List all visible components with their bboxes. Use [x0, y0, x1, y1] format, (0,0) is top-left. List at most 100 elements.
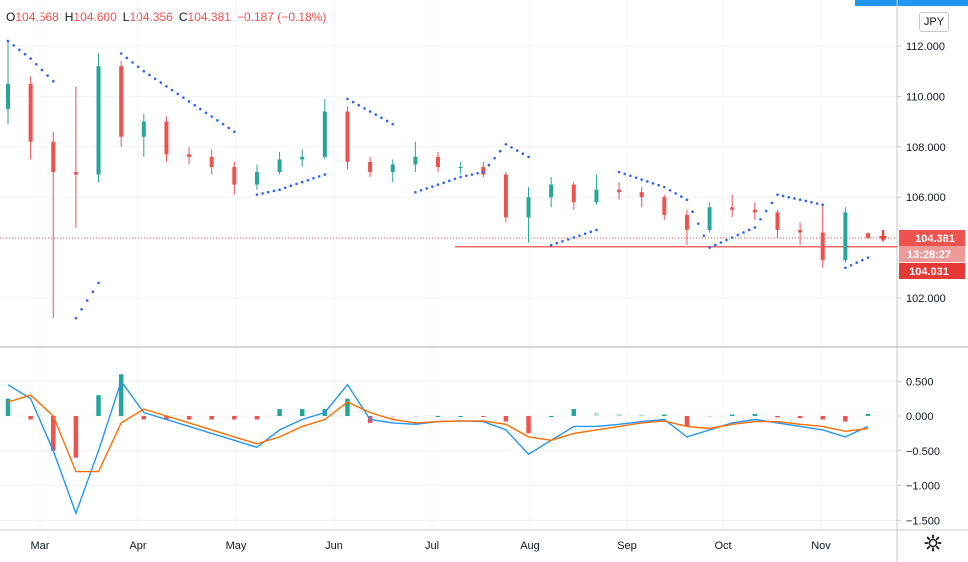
sar-dot — [713, 243, 717, 247]
sar-dot — [753, 226, 757, 229]
sar-dot — [221, 122, 225, 126]
sar-dot — [29, 57, 32, 60]
price-tick-label: 106.000 — [906, 192, 946, 204]
month-label: Aug — [520, 540, 540, 552]
sar-dot — [419, 188, 423, 192]
macd-histogram-bar — [639, 414, 644, 416]
sar-dot — [663, 185, 666, 189]
last-price-marker-label: 104.381 — [915, 233, 955, 245]
sar-dot — [453, 177, 457, 181]
sar-dot — [272, 189, 276, 193]
sar-dot — [674, 192, 677, 195]
gear-icon[interactable] — [924, 534, 942, 552]
sar-dot — [233, 130, 236, 133]
month-label: Mar — [31, 540, 50, 552]
sar-dot — [193, 103, 197, 107]
sar-dot — [204, 111, 208, 115]
ohlc-legend: O104.568 H104.600 L104.356 C104.381 −0.187 (… — [6, 10, 332, 24]
candle-body — [322, 111, 327, 157]
macd-histogram-bar — [548, 416, 554, 417]
candle-body — [277, 159, 282, 172]
sar-dot — [634, 176, 638, 179]
sar-dot — [18, 48, 21, 52]
sar-dot — [725, 238, 728, 242]
sar-dot — [668, 188, 672, 192]
candle-body — [28, 83, 33, 142]
sar-dot — [363, 107, 366, 110]
sar-dot — [148, 73, 151, 77]
candle-body — [503, 174, 508, 218]
sar-dot — [170, 88, 174, 92]
macd-histogram-bar — [435, 416, 441, 417]
currency-badge[interactable]: JPY — [919, 12, 949, 32]
candle-body — [526, 197, 531, 218]
sar-dot — [351, 100, 355, 104]
macd-histogram-bar — [28, 416, 33, 420]
candle-body — [187, 154, 192, 157]
macd-histogram-bar — [662, 414, 667, 416]
sar-dot — [153, 77, 157, 81]
sar-dot — [346, 97, 349, 101]
sar-dot — [119, 52, 123, 55]
macd-histogram-bar — [775, 416, 780, 418]
low-label: L — [122, 10, 130, 24]
sar-dot — [385, 119, 389, 123]
candle-body — [345, 111, 350, 162]
candle-body — [413, 156, 418, 165]
candle-body — [6, 83, 10, 109]
macd-tick-label: 0.000 — [906, 411, 934, 423]
macd-histogram-bar — [616, 413, 622, 416]
sar-dot — [691, 210, 694, 213]
sar-dot — [764, 209, 768, 213]
sar-dot — [623, 172, 627, 176]
sar-dot — [459, 175, 462, 179]
sar-dot — [182, 96, 185, 99]
candle-body — [662, 197, 667, 215]
sar-dot — [85, 299, 89, 302]
month-label: Sep — [617, 540, 637, 552]
sar-dot — [702, 234, 706, 237]
macd-histogram-bar — [299, 409, 305, 416]
sar-dot — [510, 146, 513, 149]
sar-dot — [391, 122, 395, 126]
candle-body — [707, 207, 712, 230]
sar-dot — [476, 171, 479, 175]
sar-dot — [261, 192, 264, 195]
candle-body — [775, 212, 780, 230]
price-tick-label: 108.000 — [906, 142, 946, 154]
candle-body — [549, 184, 554, 198]
macd-histogram-bar — [458, 416, 463, 417]
macd-histogram-bar — [51, 416, 56, 451]
sar-dot — [380, 116, 383, 120]
sar-dot — [515, 149, 519, 152]
price-tick-label: 102.000 — [906, 293, 946, 305]
sar-dot — [51, 79, 55, 83]
candle-body — [458, 166, 463, 168]
macd-histogram-bar — [118, 374, 124, 416]
candle-body — [300, 156, 305, 160]
candle-body — [639, 192, 644, 198]
last-price-marker — [899, 229, 965, 246]
sar-dot — [227, 126, 230, 130]
candle-body — [594, 189, 599, 203]
sar-dot — [431, 185, 434, 188]
sar-dot — [555, 241, 559, 245]
macd-histogram-bar — [843, 416, 848, 422]
macd-histogram-bar — [5, 398, 11, 416]
sar-dot — [815, 202, 819, 205]
sar-dot — [793, 197, 796, 200]
sar-dot — [708, 246, 711, 249]
sar-dot — [97, 281, 100, 285]
sar-dot — [549, 243, 553, 247]
candle-body — [96, 66, 101, 175]
sar-dot — [300, 180, 304, 184]
sar-dot — [216, 119, 219, 122]
month-label: Jun — [325, 540, 343, 552]
sar-dot — [210, 115, 213, 118]
macd-histogram-bar — [277, 409, 282, 416]
sar-dot — [40, 68, 44, 72]
sar-dot — [742, 231, 745, 234]
sar-dot — [504, 142, 508, 146]
sar-dot — [255, 193, 259, 196]
